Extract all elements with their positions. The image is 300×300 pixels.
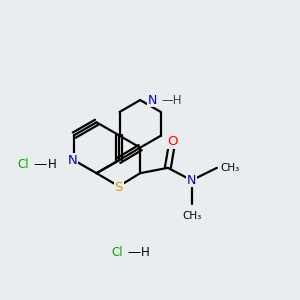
Text: O: O — [167, 135, 178, 148]
Text: —H: —H — [161, 94, 182, 106]
Text: CH₃: CH₃ — [182, 211, 201, 220]
Text: —: — — [33, 158, 47, 171]
Text: Cl: Cl — [112, 246, 123, 259]
Text: —: — — [127, 246, 140, 259]
Text: CH₃: CH₃ — [220, 163, 240, 173]
Text: Cl: Cl — [18, 158, 29, 171]
Text: N: N — [148, 94, 157, 106]
Text: N: N — [187, 174, 196, 187]
Text: S: S — [115, 181, 123, 194]
Text: H: H — [47, 158, 56, 171]
Text: N: N — [68, 154, 78, 167]
Text: H: H — [141, 246, 150, 259]
